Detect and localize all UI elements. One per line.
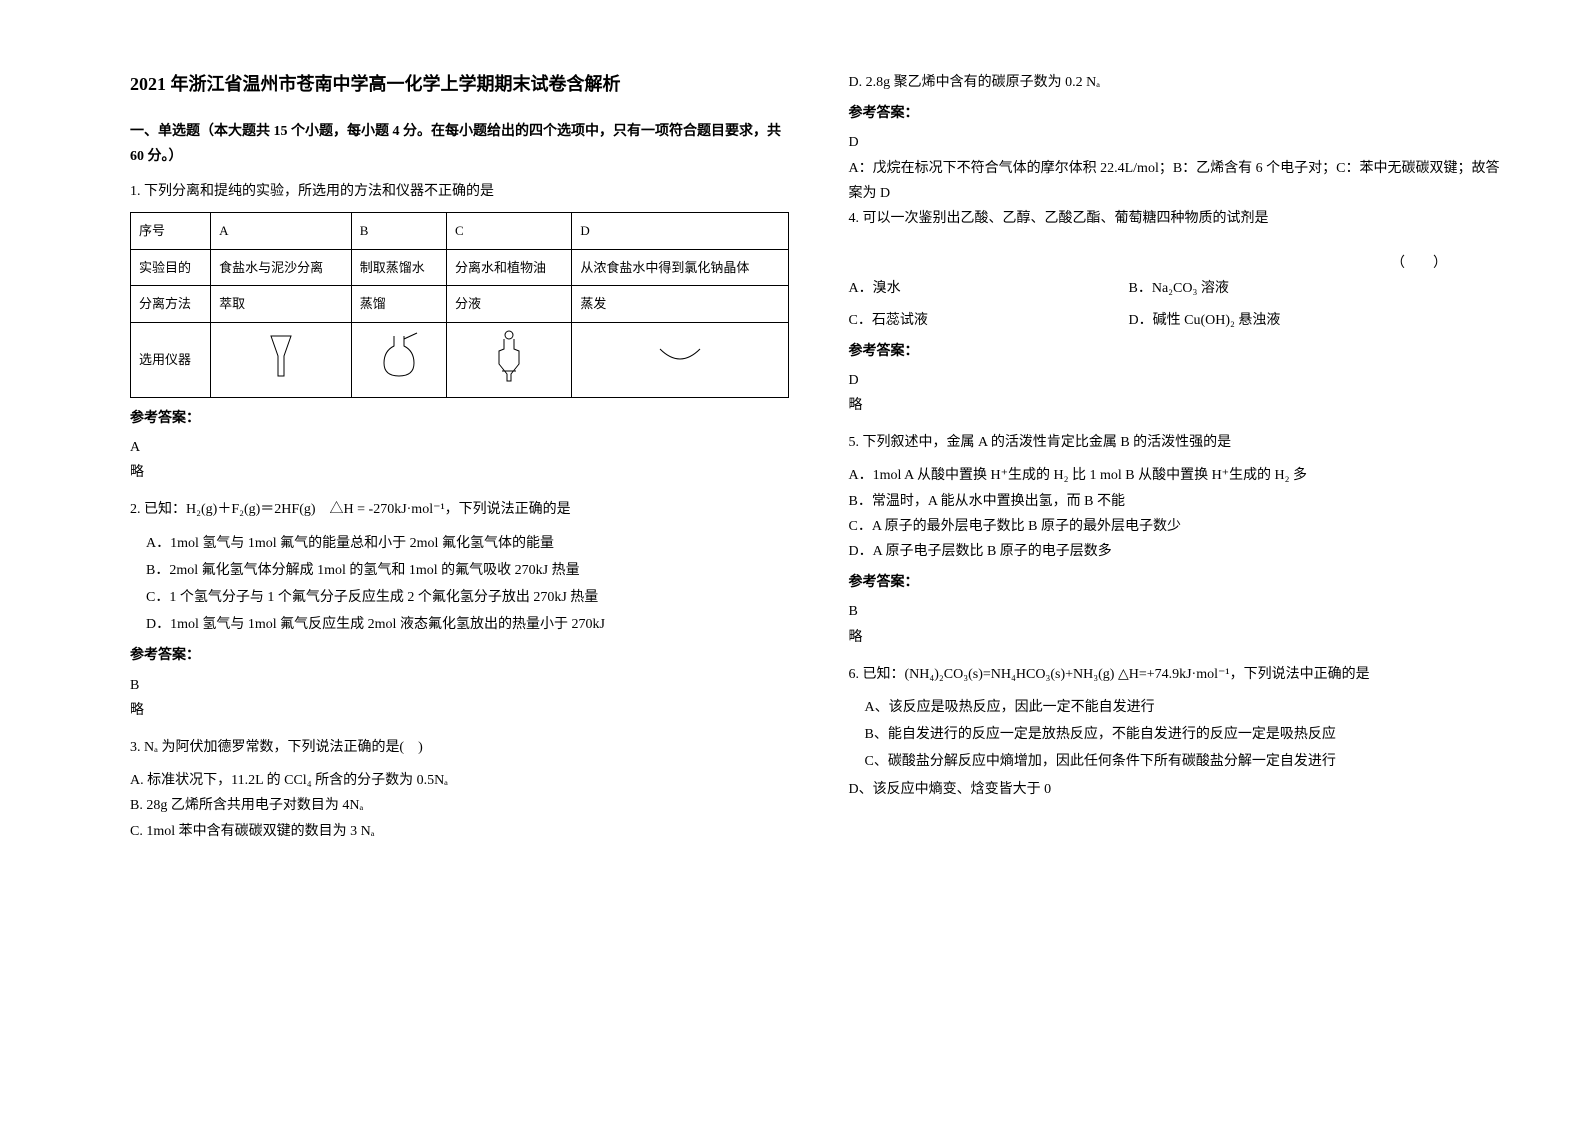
section-1-header: 一、单选题（本大题共 15 个小题，每小题 4 分。在每小题给出的四个选项中，只… <box>130 119 789 169</box>
option: D. 2.8g 聚乙烯中含有的碳原子数为 0.2 Nₐ <box>849 70 1508 95</box>
table-cell: 分离方法 <box>131 286 211 322</box>
answer-value: B <box>130 673 789 698</box>
option: C、碳酸盐分解反应中熵增加，因此任何条件下所有碳酸盐分解一定自发进行 <box>865 749 1508 774</box>
option: D、该反应中熵变、焓变皆大于 0 <box>849 777 1508 802</box>
question-1-table: 序号 A B C D 实验目的 食盐水与泥沙分离 制取蒸馏水 分离水和植物油 从… <box>130 212 789 398</box>
answer-value: D <box>849 368 1508 393</box>
answer-brief: 略 <box>849 393 1508 418</box>
option: C. 1mol 苯中含有碳碳双键的数目为 3 Nₐ <box>130 819 789 844</box>
blank-paren: （ ） <box>849 251 1508 276</box>
answer-brief: 略 <box>849 625 1508 650</box>
question-6-stem: 6. 已知：(NH₄)₂CO₃(s)=NH₄HCO₃(s)+NH₃(g) △H=… <box>849 662 1508 687</box>
document-title: 2021 年浙江省温州市苍南中学高一化学上学期期末试卷含解析 <box>130 70 789 99</box>
table-cell: 蒸馏 <box>351 286 446 322</box>
table-cell: 蒸发 <box>572 286 788 322</box>
option: B．Na₂CO₃ 溶液 <box>1129 276 1229 301</box>
question-4-stem: 4. 可以一次鉴别出乙酸、乙醇、乙酸乙酯、葡萄糖四种物质的试剂是 <box>849 206 1508 231</box>
answer-label: 参考答案： <box>130 406 789 431</box>
left-column: 2021 年浙江省温州市苍南中学高一化学上学期期末试卷含解析 一、单选题（本大题… <box>100 70 819 1072</box>
table-cell: C <box>446 213 571 249</box>
answer-explain: A：戊烷在标况下不符合气体的摩尔体积 22.4L/mol；B：乙烯含有 6 个电… <box>849 156 1508 206</box>
option: B．2mol 氟化氢气体分解成 1mol 的氢气和 1mol 的氟气吸收 270… <box>146 558 789 583</box>
instrument-separating-funnel-icon <box>446 322 571 397</box>
answer-value: B <box>849 599 1508 624</box>
answer-value: A <box>130 435 789 460</box>
right-column: D. 2.8g 聚乙烯中含有的碳原子数为 0.2 Nₐ 参考答案： D A：戊烷… <box>819 70 1538 1072</box>
table-cell: D <box>572 213 788 249</box>
table-cell: 从浓食盐水中得到氯化钠晶体 <box>572 249 788 285</box>
answer-label: 参考答案： <box>849 101 1508 126</box>
option: A．1mol A 从酸中置换 H⁺生成的 H₂ 比 1 mol B 从酸中置换 … <box>849 463 1508 488</box>
option: B．常温时，A 能从水中置换出氢，而 B 不能 <box>849 489 1508 514</box>
instrument-funnel-icon <box>211 322 352 397</box>
answer-value: D <box>849 130 1508 155</box>
option: A．溴水 <box>849 276 1129 301</box>
option: C．A 原子的最外层电子数比 B 原子的最外层电子数少 <box>849 514 1508 539</box>
table-row: 选用仪器 <box>131 322 789 397</box>
option: C．1 个氢气分子与 1 个氟气分子反应生成 2 个氟化氢分子放出 270kJ … <box>146 585 789 610</box>
table-cell: 选用仪器 <box>131 322 211 397</box>
option: A．1mol 氢气与 1mol 氟气的能量总和小于 2mol 氟化氢气体的能量 <box>146 531 789 556</box>
table-cell: 分离水和植物油 <box>446 249 571 285</box>
answer-label: 参考答案： <box>849 570 1508 595</box>
option: A、该反应是吸热反应，因此一定不能自发进行 <box>865 695 1508 720</box>
question-2-stem: 2. 已知：H₂(g)＋F₂(g)＝2HF(g) △H = -270kJ·mol… <box>130 497 789 522</box>
table-cell: 萃取 <box>211 286 352 322</box>
option: B. 28g 乙烯所含共用电子对数目为 4Nₐ <box>130 793 789 818</box>
table-cell: 序号 <box>131 213 211 249</box>
table-cell: 食盐水与泥沙分离 <box>211 249 352 285</box>
question-3-stem: 3. Nₐ 为阿伏加德罗常数，下列说法正确的是( ) <box>130 735 789 760</box>
table-row: 分离方法 萃取 蒸馏 分液 蒸发 <box>131 286 789 322</box>
table-cell: 分液 <box>446 286 571 322</box>
option: B、能自发进行的反应一定是放热反应，不能自发进行的反应一定是吸热反应 <box>865 722 1508 747</box>
option: A. 标准状况下，11.2L 的 CCl₄ 所含的分子数为 0.5Nₐ <box>130 768 789 793</box>
table-row: 序号 A B C D <box>131 213 789 249</box>
question-5-stem: 5. 下列叙述中，金属 A 的活泼性肯定比金属 B 的活泼性强的是 <box>849 430 1508 455</box>
table-cell: A <box>211 213 352 249</box>
option: D．碱性 Cu(OH)₂ 悬浊液 <box>1129 308 1281 333</box>
answer-label: 参考答案： <box>849 339 1508 364</box>
answer-brief: 略 <box>130 460 789 485</box>
instrument-flask-icon <box>351 322 446 397</box>
option: D．1mol 氢气与 1mol 氟气反应生成 2mol 液态氟化氢放出的热量小于… <box>146 612 789 637</box>
table-cell: 实验目的 <box>131 249 211 285</box>
question-1-stem: 1. 下列分离和提纯的实验，所选用的方法和仪器不正确的是 <box>130 179 789 204</box>
table-row: 实验目的 食盐水与泥沙分离 制取蒸馏水 分离水和植物油 从浓食盐水中得到氯化钠晶… <box>131 249 789 285</box>
option: C．石蕊试液 <box>849 308 1129 333</box>
answer-brief: 略 <box>130 698 789 723</box>
table-cell: 制取蒸馏水 <box>351 249 446 285</box>
answer-label: 参考答案： <box>130 643 789 668</box>
table-cell: B <box>351 213 446 249</box>
instrument-dish-icon <box>572 322 788 397</box>
option: D．A 原子电子层数比 B 原子的电子层数多 <box>849 539 1508 564</box>
